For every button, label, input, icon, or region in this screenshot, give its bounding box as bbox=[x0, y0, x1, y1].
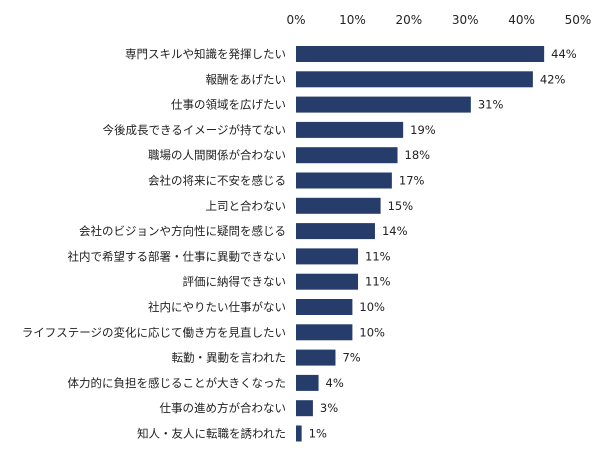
bar bbox=[296, 172, 392, 189]
value-label: 11% bbox=[365, 275, 391, 289]
bar bbox=[296, 299, 353, 315]
value-label: 11% bbox=[365, 249, 391, 263]
bar bbox=[296, 425, 302, 442]
bar bbox=[296, 324, 353, 341]
value-labels: 44% 42% 31% 19% 18% 17% 15% 14% 11% 11% 10% 10% 7% 4%… bbox=[309, 47, 577, 441]
value-label: 18% bbox=[405, 148, 431, 162]
category-label: 社内で希望する部署・仕事に異動できない bbox=[68, 249, 287, 263]
category-label: 仕事の進め方が合わない bbox=[160, 401, 287, 415]
bars bbox=[296, 46, 545, 442]
bar bbox=[296, 248, 359, 265]
bar bbox=[296, 400, 313, 417]
value-label: 31% bbox=[478, 98, 504, 112]
bar bbox=[296, 273, 359, 290]
category-label: 仕事の領域を広げたい bbox=[171, 98, 286, 112]
category-label: ライフステージの変化に応じて働き方を見直したい bbox=[22, 325, 286, 339]
value-label: 3% bbox=[320, 401, 338, 415]
x-axis-ticks: 0% 10% 20% 30% 40% 50% bbox=[286, 13, 591, 27]
value-label: 7% bbox=[342, 351, 360, 365]
value-label: 14% bbox=[382, 224, 408, 238]
category-label: 評価に納得できない bbox=[183, 275, 287, 289]
category-label: 今後成長できるイメージが持てない bbox=[102, 123, 286, 137]
category-label: 社内にやりたい仕事がない bbox=[148, 300, 286, 314]
category-label: 体力的に負担を感じることが大きくなった bbox=[68, 376, 287, 390]
category-label: 知人・友人に転職を誘われた bbox=[137, 427, 286, 441]
category-label: 会社の将来に不安を感じる bbox=[148, 174, 286, 188]
x-tick-label: 30% bbox=[452, 13, 479, 27]
x-tick-label: 10% bbox=[339, 13, 366, 27]
bar bbox=[296, 71, 533, 88]
category-label: 転勤・異動を言われた bbox=[172, 351, 286, 365]
x-tick-label: 0% bbox=[286, 13, 305, 27]
bar bbox=[296, 46, 545, 62]
value-label: 17% bbox=[399, 174, 425, 188]
bar bbox=[296, 147, 398, 164]
category-labels: 専門スキルや知識を発揮したい報酬をあげたい仕事の領域を広げたい今後成長できるイメ… bbox=[22, 47, 286, 441]
category-label: 上司と合わない bbox=[206, 199, 287, 213]
value-label: 42% bbox=[540, 72, 566, 86]
value-label: 44% bbox=[551, 47, 577, 61]
bar bbox=[296, 96, 471, 113]
category-label: 会社のビジョンや方向性に疑問を感じる bbox=[79, 224, 286, 238]
value-label: 10% bbox=[359, 300, 385, 314]
bar bbox=[296, 197, 381, 214]
value-label: 4% bbox=[326, 376, 344, 390]
x-tick-label: 50% bbox=[565, 13, 592, 27]
category-label: 専門スキルや知識を発揮したい bbox=[125, 47, 286, 61]
value-label: 1% bbox=[309, 427, 327, 441]
x-tick-label: 20% bbox=[395, 13, 422, 27]
bar bbox=[296, 121, 404, 138]
bar bbox=[296, 223, 375, 240]
x-tick-label: 40% bbox=[508, 13, 535, 27]
category-label: 報酬をあげたい bbox=[206, 72, 287, 86]
category-label: 職場の人間関係が合わない bbox=[148, 148, 286, 162]
bar bbox=[296, 349, 336, 366]
value-label: 15% bbox=[388, 199, 414, 213]
value-label: 10% bbox=[359, 325, 385, 339]
value-label: 19% bbox=[410, 123, 436, 137]
bar bbox=[296, 374, 319, 391]
